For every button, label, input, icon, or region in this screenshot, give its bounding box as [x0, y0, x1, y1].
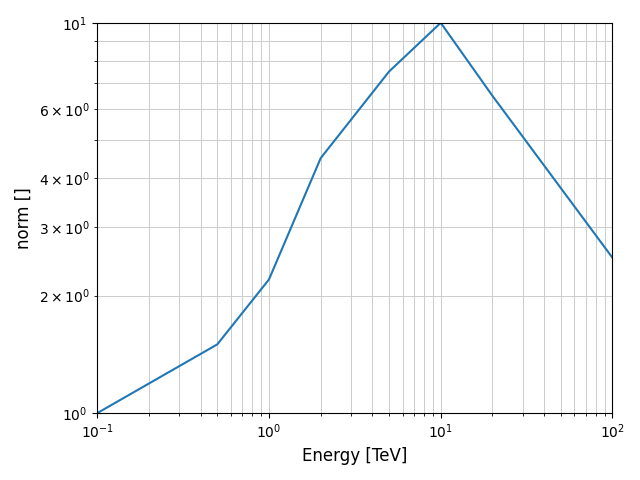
X-axis label: Energy [TeV]: Energy [TeV]	[302, 447, 408, 465]
Y-axis label: norm []: norm []	[15, 187, 33, 249]
